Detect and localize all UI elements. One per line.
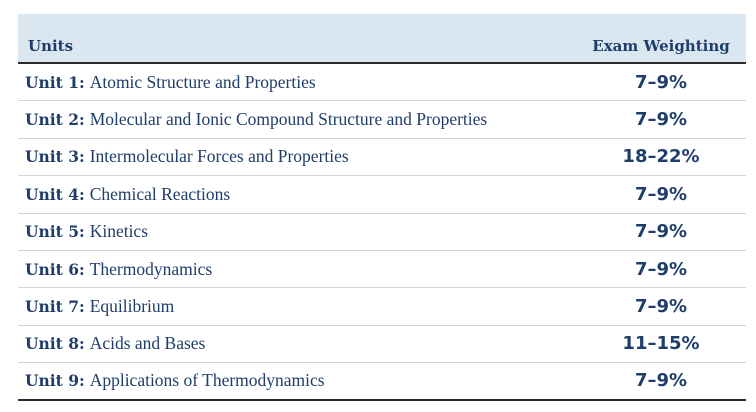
unit-name: Acids and Bases — [89, 333, 206, 354]
unit-cell: Unit 6: Thermodynamics — [18, 259, 576, 280]
unit-cell: Unit 2: Molecular and Ionic Compound Str… — [18, 109, 576, 130]
unit-cell: Unit 9: Applications of Thermodynamics — [18, 370, 576, 391]
table-row: Unit 1: Atomic Structure and Properties … — [18, 64, 746, 102]
unit-number: Unit 6: — [25, 259, 85, 279]
weight-cell: 7–9% — [634, 71, 688, 93]
weight-cell: 7–9% — [634, 258, 688, 280]
exam-weighting-table: Units Exam Weighting Unit 1: Atomic Stru… — [18, 14, 746, 401]
unit-cell: Unit 1: Atomic Structure and Properties — [18, 72, 576, 93]
unit-name: Applications of Thermodynamics — [89, 370, 325, 391]
weight-cell: 7–9% — [634, 370, 688, 392]
unit-number: Unit 8: — [25, 334, 85, 354]
unit-number: Unit 2: — [25, 110, 85, 130]
unit-name: Kinetics — [89, 221, 149, 242]
unit-name: Atomic Structure and Properties — [89, 71, 316, 92]
weight-cell: 7–9% — [634, 296, 688, 318]
unit-number: Unit 9: — [25, 371, 85, 391]
units-column-header: Units — [28, 37, 74, 55]
weight-cell: 7–9% — [634, 183, 688, 205]
table-row: Unit 2: Molecular and Ionic Compound Str… — [18, 101, 746, 139]
table-row: Unit 4: Chemical Reactions 7–9% — [18, 176, 746, 214]
unit-name: Thermodynamics — [89, 258, 213, 279]
weight-cell: 11–15% — [622, 333, 700, 355]
unit-name: Chemical Reactions — [89, 183, 231, 204]
unit-cell: Unit 4: Chemical Reactions — [18, 184, 576, 205]
unit-number: Unit 3: — [25, 147, 85, 167]
table-row: Unit 6: Thermodynamics 7–9% — [18, 251, 746, 289]
table-row: Unit 5: Kinetics 7–9% — [18, 214, 746, 251]
unit-number: Unit 5: — [25, 222, 85, 242]
weight-cell: 18–22% — [622, 146, 700, 168]
table-row: Unit 3: Intermolecular Forces and Proper… — [18, 139, 746, 177]
exam-weighting-column-header: Exam Weighting — [592, 37, 730, 55]
unit-number: Unit 7: — [25, 297, 85, 317]
unit-cell: Unit 8: Acids and Bases — [18, 333, 576, 354]
unit-cell: Unit 7: Equilibrium — [18, 296, 576, 317]
unit-number: Unit 4: — [25, 184, 85, 204]
unit-name: Equilibrium — [89, 296, 175, 317]
table-row: Unit 9: Applications of Thermodynamics 7… — [18, 363, 746, 401]
table-header: Units Exam Weighting — [18, 14, 746, 64]
weight-cell: 7–9% — [634, 109, 688, 131]
unit-number: Unit 1: — [25, 72, 85, 92]
weight-cell: 7–9% — [634, 221, 688, 243]
unit-name: Intermolecular Forces and Properties — [89, 146, 349, 167]
table-row: Unit 8: Acids and Bases 11–15% — [18, 326, 746, 364]
unit-cell: Unit 3: Intermolecular Forces and Proper… — [18, 146, 576, 167]
unit-cell: Unit 5: Kinetics — [18, 221, 576, 242]
table-row: Unit 7: Equilibrium 7–9% — [18, 288, 746, 326]
unit-name: Molecular and Ionic Compound Structure a… — [89, 109, 488, 130]
